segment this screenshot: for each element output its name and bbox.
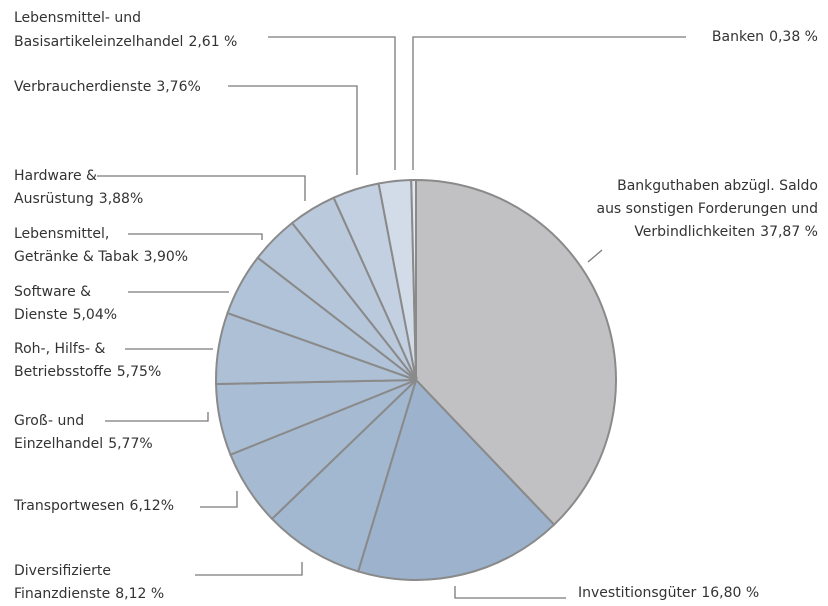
value-label: 5,77% — [108, 436, 152, 452]
label-name: Hardware & — [14, 168, 97, 184]
slice-label: Basisartikeleinzelhandel 2,61 % — [14, 34, 237, 50]
pie-slice — [356, 378, 556, 581]
leader-line — [128, 233, 263, 240]
label-name: Finanzdienste — [14, 586, 110, 602]
pie-slice — [410, 178, 417, 381]
label-name: Roh-, Hilfs- & — [14, 341, 106, 357]
label-name: Basisartikeleinzelhandel — [14, 34, 183, 50]
label-name: Bankguthaben abzügl. Saldo — [617, 178, 818, 194]
slice-label: Getränke & Tabak 3,90% — [14, 249, 188, 265]
slice-label: Einzelhandel 5,77% — [14, 436, 153, 452]
label-name: aus sonstigen Forderungen und — [596, 201, 818, 217]
label-name: Groß- und — [14, 413, 84, 429]
label-name: Einzelhandel — [14, 436, 103, 452]
label-name: Lebensmittel, — [14, 226, 109, 242]
label-name: Verbindlichkeiten — [634, 224, 755, 240]
label-name: Lebensmittel- und — [14, 10, 141, 26]
label-name: Investitionsgüter — [578, 585, 697, 601]
slice-label: Ausrüstung 3,88% — [14, 191, 143, 207]
value-label: 3,90% — [144, 249, 188, 265]
slice-label: Betriebsstoffe 5,75% — [14, 364, 161, 380]
value-label: 16,80 % — [701, 585, 759, 601]
label-name: Diversifizierte — [14, 563, 111, 579]
value-label: 8,12 % — [115, 586, 164, 602]
slice-label: Banken 0,38 % — [712, 29, 818, 45]
leader-line — [200, 491, 238, 508]
leader-line — [412, 36, 686, 170]
leader-line — [228, 85, 358, 175]
slice-label: Investitionsgüter 16,80 % — [578, 585, 759, 601]
slice-label: Verbraucherdienste 3,76% — [14, 79, 201, 95]
slice-label: Finanzdienste 8,12 % — [14, 586, 164, 602]
leader-line — [195, 562, 303, 576]
value-label: 0,38 % — [769, 29, 818, 45]
label-name: Getränke & Tabak — [14, 249, 139, 265]
slice-label: Bankguthaben abzügl. Saldo — [617, 178, 818, 194]
leader-line — [454, 586, 566, 599]
slice-label: aus sonstigen Forderungen und — [596, 201, 818, 217]
pie-slice — [270, 376, 419, 573]
value-label: 5,04% — [73, 307, 117, 323]
slice-label: Lebensmittel- und — [14, 10, 141, 26]
value-label: 3,76% — [156, 79, 200, 95]
value-label: 3,88% — [99, 191, 143, 207]
slice-label: Groß- und — [14, 413, 84, 429]
label-name: Software & — [14, 284, 91, 300]
value-label: 37,87 % — [760, 224, 818, 240]
label-name: Banken — [712, 29, 764, 45]
label-name: Betriebsstoffe — [14, 364, 112, 380]
pie-slice — [415, 178, 617, 527]
slice-label: Dienste 5,04% — [14, 307, 117, 323]
label-name: Ausrüstung — [14, 191, 94, 207]
slice-label: Diversifizierte — [14, 563, 111, 579]
value-label: 2,61 % — [188, 34, 237, 50]
slice-label: Lebensmittel, — [14, 226, 109, 242]
slice-label: Transportwesen 6,12% — [13, 498, 174, 514]
label-name: Verbraucherdienste — [14, 79, 151, 95]
label-name: Transportwesen — [13, 498, 125, 514]
leader-line — [97, 175, 306, 201]
leader-line — [105, 412, 209, 422]
label-name: Dienste — [14, 307, 68, 323]
value-label: 5,75% — [117, 364, 161, 380]
leader-line — [587, 249, 603, 263]
value-label: 6,12% — [130, 498, 174, 514]
slice-label: Roh-, Hilfs- & — [14, 341, 106, 357]
slice-label: Hardware & — [14, 168, 97, 184]
slice-label: Verbindlichkeiten 37,87 % — [634, 224, 818, 240]
slice-label: Software & — [14, 284, 91, 300]
leader-line — [268, 36, 396, 170]
